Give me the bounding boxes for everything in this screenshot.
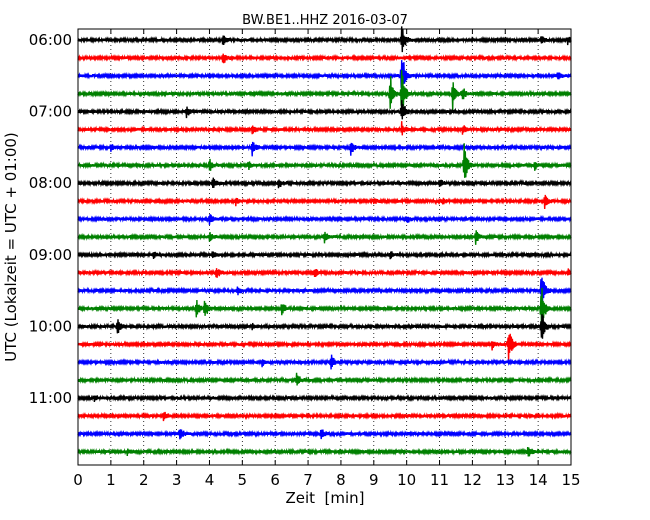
x-tick-label: 0: [73, 471, 83, 489]
trace-row-0930: [77, 277, 572, 309]
x-tick-label: 4: [205, 471, 215, 489]
chart-title: BW.BE1..HHZ 2016-03-07: [242, 13, 408, 28]
plot-frame: [77, 28, 572, 466]
x-tick-label: 14: [529, 471, 548, 489]
x-tick-label: 3: [172, 471, 182, 489]
trace-row-0600: [77, 26, 572, 53]
seismogram-traces: [77, 26, 572, 457]
trace-row-0915: [77, 268, 572, 278]
trace-row-1015: [77, 333, 572, 362]
trace-row-0800: [77, 177, 572, 189]
trace-row-0830: [77, 213, 572, 225]
x-tick-label: 2: [139, 471, 149, 489]
trace-row-1145: [77, 447, 572, 457]
x-tick-label: 1: [106, 471, 116, 489]
x-axis-label: Zeit [min]: [285, 489, 364, 507]
y-tick-label: 09:00: [29, 246, 72, 264]
trace-row-0730: [77, 141, 572, 157]
x-tick-label: 13: [496, 471, 515, 489]
x-tick-label: 7: [303, 471, 313, 489]
trace-row-0815: [77, 194, 572, 210]
trace-row-1115: [77, 411, 572, 422]
y-tick-label: 11:00: [29, 389, 72, 407]
trace-row-0630: [77, 60, 572, 94]
trace-row-0715: [77, 121, 572, 136]
x-tick-label: 11: [430, 471, 449, 489]
x-tick-label: 10: [397, 471, 416, 489]
y-axis-label: UTC (Lokalzeit = UTC + 01:00): [2, 132, 20, 362]
trace-row-0745: [77, 143, 572, 178]
trace-row-1130: [77, 429, 572, 440]
x-tick-label: 5: [238, 471, 248, 489]
x-tick-label: 8: [336, 471, 346, 489]
trace-row-1100: [77, 393, 572, 403]
vertical-grid: [110, 29, 539, 465]
trace-row-0845: [77, 230, 572, 245]
y-tick-label: 08:00: [29, 174, 72, 192]
x-axis-ticks: 0 1 2 3 4 5 6 7 8 9 10 11 12 13 14 15: [73, 29, 581, 489]
trace-row-1045: [77, 372, 572, 386]
y-tick-label: 06:00: [29, 31, 72, 49]
x-tick-label: 12: [463, 471, 482, 489]
y-tick-label: 10:00: [29, 317, 72, 335]
x-tick-label: 6: [270, 471, 280, 489]
trace-row-1000: [77, 314, 572, 339]
trace-row-0900: [77, 250, 572, 260]
x-tick-label: 15: [561, 471, 580, 489]
trace-row-0700: [77, 100, 572, 120]
trace-row-1030: [77, 354, 572, 370]
trace-row-0945: [77, 287, 572, 327]
trace-row-0645: [77, 70, 572, 111]
trace-row-0615: [77, 53, 572, 64]
x-tick-label: 9: [369, 471, 379, 489]
y-axis-ticks: 06:00 07:00 08:00 09:00 10:00 11:00: [29, 31, 83, 407]
y-tick-label: 07:00: [29, 103, 72, 121]
